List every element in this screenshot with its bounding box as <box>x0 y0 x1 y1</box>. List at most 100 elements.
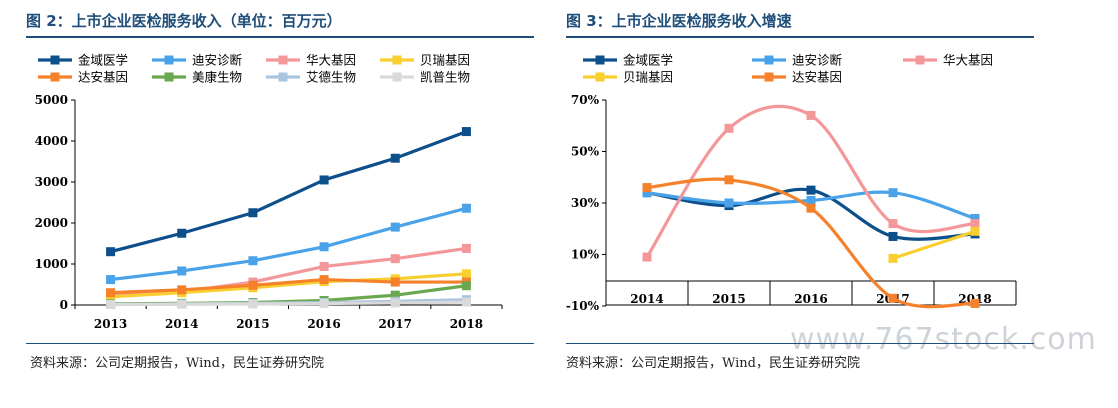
chart0-series-4-point <box>177 285 187 295</box>
chart0-series-2-point <box>390 254 400 264</box>
chart1-series-1-point <box>642 188 652 198</box>
chart0-series-1-point <box>461 203 471 213</box>
chart1-series-4-point <box>888 293 898 303</box>
chart0-series-7-point <box>177 299 187 309</box>
chart1-series-1-point <box>724 198 734 208</box>
chart1-y-tick-label: -10% <box>566 299 600 313</box>
right-source-note: 资料来源：公司定期报告，Wind，民生证券研究院 <box>566 356 860 371</box>
chart0-series-4-point <box>248 280 258 290</box>
chart1-legend-label: 贝瑞基因 <box>623 70 673 85</box>
chart0-legend-label: 迪安诊断 <box>192 53 242 68</box>
chart0-series-7-point <box>390 298 400 308</box>
chart1-legend-marker <box>764 72 774 82</box>
right-source-rule <box>566 343 1034 344</box>
chart1-series-line-3 <box>891 229 977 260</box>
chart0-x-tick-label: 2013 <box>94 317 127 331</box>
chart1-series-3-point <box>970 226 980 236</box>
chart1-series-4-point <box>642 183 652 193</box>
chart0-series-7-point <box>248 299 258 309</box>
chart1-series-3-point <box>888 253 898 263</box>
chart0-series-0-point <box>248 208 258 218</box>
chart0-legend-marker <box>392 55 402 65</box>
chart1-series-4-point <box>806 203 816 213</box>
watermark-text: www.767stock.com <box>790 322 1097 357</box>
chart0-series-1-point <box>319 242 329 252</box>
chart1-series-0-point <box>888 231 898 241</box>
chart0-series-0-point <box>461 127 471 137</box>
chart0-y-tick-label: 2000 <box>35 216 68 230</box>
chart0-y-tick-label: 1000 <box>35 257 68 271</box>
chart0-legend-label: 金域医学 <box>78 53 128 68</box>
chart0-legend-marker <box>278 72 288 82</box>
chart0-series-7-point <box>319 299 329 309</box>
chart0-legend-label: 达安基因 <box>78 70 128 85</box>
chart0-x-tick-label: 2015 <box>236 317 269 331</box>
chart0-x-tick-label: 2017 <box>379 317 412 331</box>
chart0-legend-marker <box>50 72 60 82</box>
chart0-series-1-point <box>390 222 400 232</box>
chart0-legend-marker <box>278 55 288 65</box>
chart0-legend-marker <box>392 72 402 82</box>
chart0-x-tick-label: 2014 <box>165 317 198 331</box>
right-title-rule <box>566 36 1034 38</box>
chart0-y-tick-label: 5000 <box>35 93 68 107</box>
chart0-y-tick-label: 0 <box>60 298 68 312</box>
chart0-series-2-point <box>461 243 471 253</box>
chart1-legend-marker <box>764 55 774 65</box>
chart0-legend-marker <box>164 72 174 82</box>
chart0-y-tick-label: 3000 <box>35 175 68 189</box>
chart1-series-2-point <box>970 219 980 229</box>
chart0-series-5-point <box>461 281 471 291</box>
chart1-series-2-point <box>724 123 734 133</box>
chart0-series-line-3 <box>108 272 469 299</box>
chart0-series-line-4 <box>108 277 469 295</box>
chart0-series-2-point <box>319 261 329 271</box>
chart1-legend-marker <box>595 55 605 65</box>
chart0-series-1-point <box>248 256 258 266</box>
left-source-note: 资料来源：公司定期报告，Wind，民生证券研究院 <box>30 356 324 371</box>
left-chart-title: 图 2：上市企业医检服务收入（单位：百万元） <box>26 12 342 30</box>
chart1-legend-label: 华大基因 <box>943 53 993 68</box>
chart0-x-tick-label: 2016 <box>307 317 340 331</box>
left-title-rule <box>26 36 534 38</box>
chart0-x-tick-label: 2018 <box>450 317 483 331</box>
chart1-series-4-point <box>724 175 734 185</box>
chart1-legend-label: 达安基因 <box>792 70 842 85</box>
chart1-series-1-point <box>806 195 816 205</box>
chart1-series-1-point <box>970 213 980 223</box>
chart1-series-2-point <box>888 219 898 229</box>
chart1-x-tick-label: 2015 <box>712 292 745 306</box>
chart1-x-tick-label: 2016 <box>794 292 827 306</box>
chart1-series-0-point <box>806 185 816 195</box>
chart0-series-4-point <box>390 277 400 287</box>
chart1-series-4-point <box>970 298 980 308</box>
chart0-series-4-point <box>319 275 329 285</box>
chart0-series-1-point <box>106 275 116 285</box>
left-source-rule <box>26 343 534 344</box>
chart1-legend-label: 金域医学 <box>623 53 673 68</box>
chart0-y-tick-label: 4000 <box>35 134 68 148</box>
chart0-legend-label: 贝瑞基因 <box>420 53 470 68</box>
chart1-x-tick-label: 2014 <box>630 292 663 306</box>
chart1-y-tick-label: 10% <box>571 248 600 262</box>
chart0-legend-label: 凯普生物 <box>420 70 470 85</box>
chart0-series-0-point <box>106 247 116 257</box>
chart1-legend-marker <box>915 55 925 65</box>
chart0-series-0-point <box>177 228 187 238</box>
right-chart-title: 图 3：上市企业医检服务收入增速 <box>566 12 792 30</box>
chart0-legend-marker <box>50 55 60 65</box>
chart0-legend-label: 华大基因 <box>306 53 356 68</box>
chart1-legend-marker <box>595 72 605 82</box>
chart0-series-5-point <box>390 290 400 300</box>
chart1-y-tick-label: 70% <box>571 93 600 107</box>
chart1-series-2-point <box>806 110 816 120</box>
chart0-series-line-0 <box>108 129 469 254</box>
chart0-series-line-1 <box>108 206 469 282</box>
chart0-series-0-point <box>390 153 400 163</box>
chart1-series-1-point <box>888 188 898 198</box>
chart0-series-line-7 <box>108 300 469 307</box>
chart1-series-2-point <box>642 252 652 262</box>
chart0-legend-marker <box>164 55 174 65</box>
chart1-y-tick-label: 50% <box>571 145 600 159</box>
